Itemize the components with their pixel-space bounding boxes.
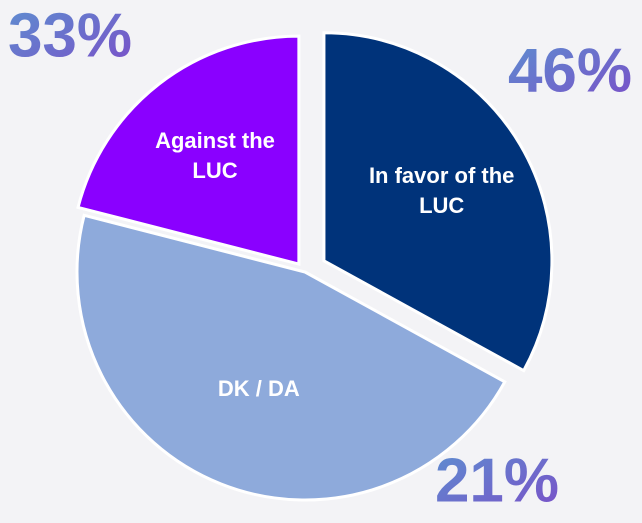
slice-label: DK / DA bbox=[184, 374, 334, 404]
slice-label: In favor of the LUC bbox=[367, 161, 517, 221]
value-label: 21% bbox=[435, 446, 559, 515]
slice-label: Against the LUC bbox=[140, 126, 290, 186]
value-label: 33% bbox=[8, 1, 132, 70]
chart: 33% 46% 21% In favor of the LUC DK / DA Agai… bbox=[0, 0, 642, 523]
pie-chart: 33% 46% 21% bbox=[0, 0, 642, 523]
value-label: 46% bbox=[508, 36, 632, 105]
